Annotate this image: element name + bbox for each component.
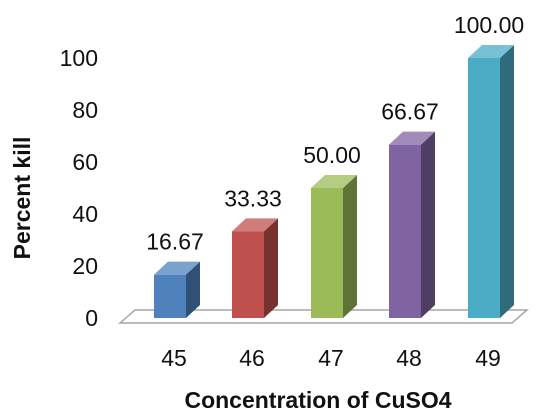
bar-top-face bbox=[154, 261, 200, 275]
bar-top-face bbox=[311, 175, 357, 188]
bar-46 bbox=[232, 218, 278, 318]
bar-front-face bbox=[154, 274, 186, 318]
y-axis-ticks: 0 20 40 60 80 100 bbox=[60, 45, 98, 331]
x-tick-label: 47 bbox=[318, 345, 344, 371]
data-label: 100.00 bbox=[454, 12, 524, 38]
y-axis-title: Percent kill bbox=[9, 137, 35, 260]
x-tick-label: 45 bbox=[161, 345, 187, 371]
bar-49 bbox=[468, 45, 514, 318]
bar-front-face bbox=[389, 144, 421, 318]
y-tick-label: 60 bbox=[72, 149, 98, 175]
bar-top-face bbox=[468, 45, 514, 58]
y-tick-label: 20 bbox=[72, 253, 98, 279]
bar-47 bbox=[311, 175, 357, 318]
y-tick-label: 0 bbox=[85, 305, 98, 331]
bar-side-face bbox=[186, 261, 200, 318]
bar-top-face bbox=[232, 218, 278, 232]
data-label: 50.00 bbox=[303, 142, 361, 168]
y-tick-label: 80 bbox=[72, 97, 98, 123]
bar-side-face bbox=[343, 175, 357, 318]
bar-side-face bbox=[264, 218, 278, 318]
x-axis-title: Concentration of CuSO4 bbox=[184, 387, 451, 413]
bar-front-face bbox=[468, 58, 500, 318]
x-tick-label: 48 bbox=[396, 345, 422, 371]
y-tick-label: 100 bbox=[60, 45, 98, 71]
data-labels: 16.67 33.33 50.00 66.67 100.00 bbox=[146, 12, 524, 255]
bar-front-face bbox=[311, 188, 343, 318]
bar-45 bbox=[154, 261, 200, 318]
data-label: 66.67 bbox=[381, 99, 439, 125]
x-tick-label: 49 bbox=[475, 345, 501, 371]
bar-top-face bbox=[389, 131, 435, 145]
bar-48 bbox=[389, 131, 435, 318]
bars bbox=[154, 45, 514, 318]
x-axis-ticks: 45 46 47 48 49 bbox=[161, 345, 501, 371]
bar-front-face bbox=[232, 231, 264, 318]
data-label: 33.33 bbox=[224, 185, 282, 211]
bar-side-face bbox=[421, 131, 435, 318]
data-label: 16.67 bbox=[146, 229, 204, 255]
bar-side-face bbox=[500, 45, 514, 318]
y-tick-label: 40 bbox=[72, 201, 98, 227]
x-tick-label: 46 bbox=[239, 345, 265, 371]
